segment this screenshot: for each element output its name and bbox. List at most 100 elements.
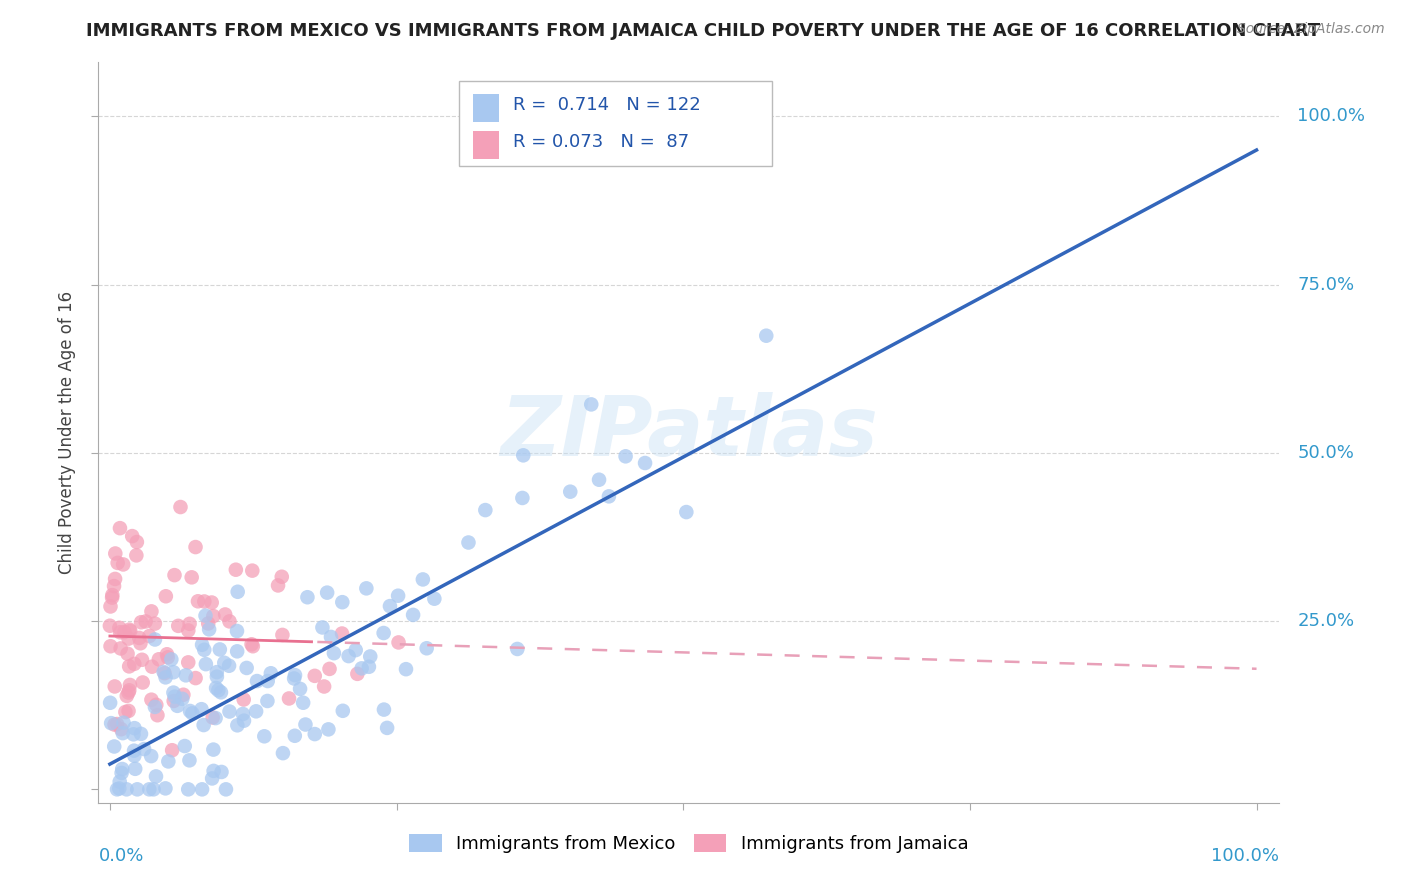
Point (344, 643, 367, 657)
Point (129, 615, 152, 630)
Point (256, 694, 278, 708)
Point (179, 616, 201, 631)
Point (107, 556, 129, 570)
Point (132, 742, 155, 756)
Point (270, 570, 292, 584)
Point (128, 631, 150, 645)
Point (457, 535, 479, 549)
Point (318, 662, 340, 676)
Point (124, 721, 146, 735)
Point (218, 658, 240, 673)
Point (205, 681, 228, 695)
Point (256, 673, 278, 688)
Point (226, 718, 249, 732)
Point (162, 685, 184, 699)
Point (108, 781, 131, 796)
Point (193, 594, 215, 608)
Point (373, 626, 395, 640)
Point (197, 616, 219, 631)
Point (191, 782, 214, 797)
Point (581, 397, 603, 411)
Text: 0.0%: 0.0% (98, 847, 143, 865)
Point (271, 628, 294, 642)
Point (232, 692, 254, 706)
Point (512, 491, 534, 505)
Point (423, 591, 446, 606)
Point (105, 782, 128, 797)
Point (143, 616, 166, 631)
Point (359, 649, 381, 664)
Point (177, 656, 200, 670)
Point (225, 563, 247, 577)
Point (304, 669, 326, 683)
Point (110, 723, 132, 737)
Point (148, 652, 170, 666)
Point (226, 624, 249, 638)
Point (101, 588, 124, 602)
Point (105, 717, 128, 731)
Point (337, 649, 360, 664)
Point (163, 690, 186, 704)
Point (356, 582, 378, 596)
Point (332, 704, 354, 718)
Point (114, 705, 136, 719)
Point (412, 573, 434, 587)
Point (174, 668, 197, 682)
Point (387, 635, 409, 649)
Point (112, 715, 135, 730)
Point (194, 657, 217, 672)
Text: 50.0%: 50.0% (1298, 444, 1354, 462)
Point (202, 609, 225, 624)
Point (284, 729, 307, 743)
Point (117, 632, 139, 646)
Point (246, 674, 269, 689)
Point (179, 753, 201, 767)
Point (114, 625, 136, 640)
Point (373, 703, 395, 717)
Point (160, 652, 183, 666)
Point (103, 717, 125, 731)
Point (153, 666, 176, 681)
Point (205, 670, 228, 684)
Point (191, 638, 214, 652)
Point (141, 604, 163, 618)
Point (235, 661, 257, 675)
Point (233, 714, 256, 728)
Point (142, 782, 165, 797)
Point (232, 706, 254, 721)
Point (122, 727, 145, 741)
Point (211, 764, 233, 779)
Point (173, 739, 195, 753)
Point (506, 642, 529, 657)
Point (181, 706, 204, 721)
Point (160, 743, 183, 757)
Point (634, 456, 657, 470)
Point (205, 665, 228, 680)
Point (135, 615, 157, 629)
Point (378, 599, 401, 613)
Point (240, 564, 263, 578)
Point (127, 782, 149, 797)
Text: IMMIGRANTS FROM MEXICO VS IMMIGRANTS FROM JAMAICA CHILD POVERTY UNDER THE AGE OF: IMMIGRANTS FROM MEXICO VS IMMIGRANTS FRO… (86, 22, 1320, 40)
Point (108, 774, 131, 789)
Point (375, 721, 398, 735)
Point (163, 694, 186, 708)
Point (322, 646, 344, 660)
Point (598, 489, 620, 503)
Text: 75.0%: 75.0% (1298, 276, 1354, 293)
Point (316, 585, 339, 599)
Point (208, 642, 231, 657)
Point (184, 540, 207, 554)
Point (167, 619, 190, 633)
Point (297, 591, 319, 605)
Point (117, 647, 139, 661)
Point (260, 666, 283, 681)
Point (118, 683, 141, 698)
Point (588, 473, 610, 487)
Point (124, 748, 146, 763)
Point (318, 723, 340, 737)
Point (209, 685, 232, 699)
Point (124, 762, 146, 776)
Point (201, 772, 224, 786)
Bar (472, 130, 499, 159)
